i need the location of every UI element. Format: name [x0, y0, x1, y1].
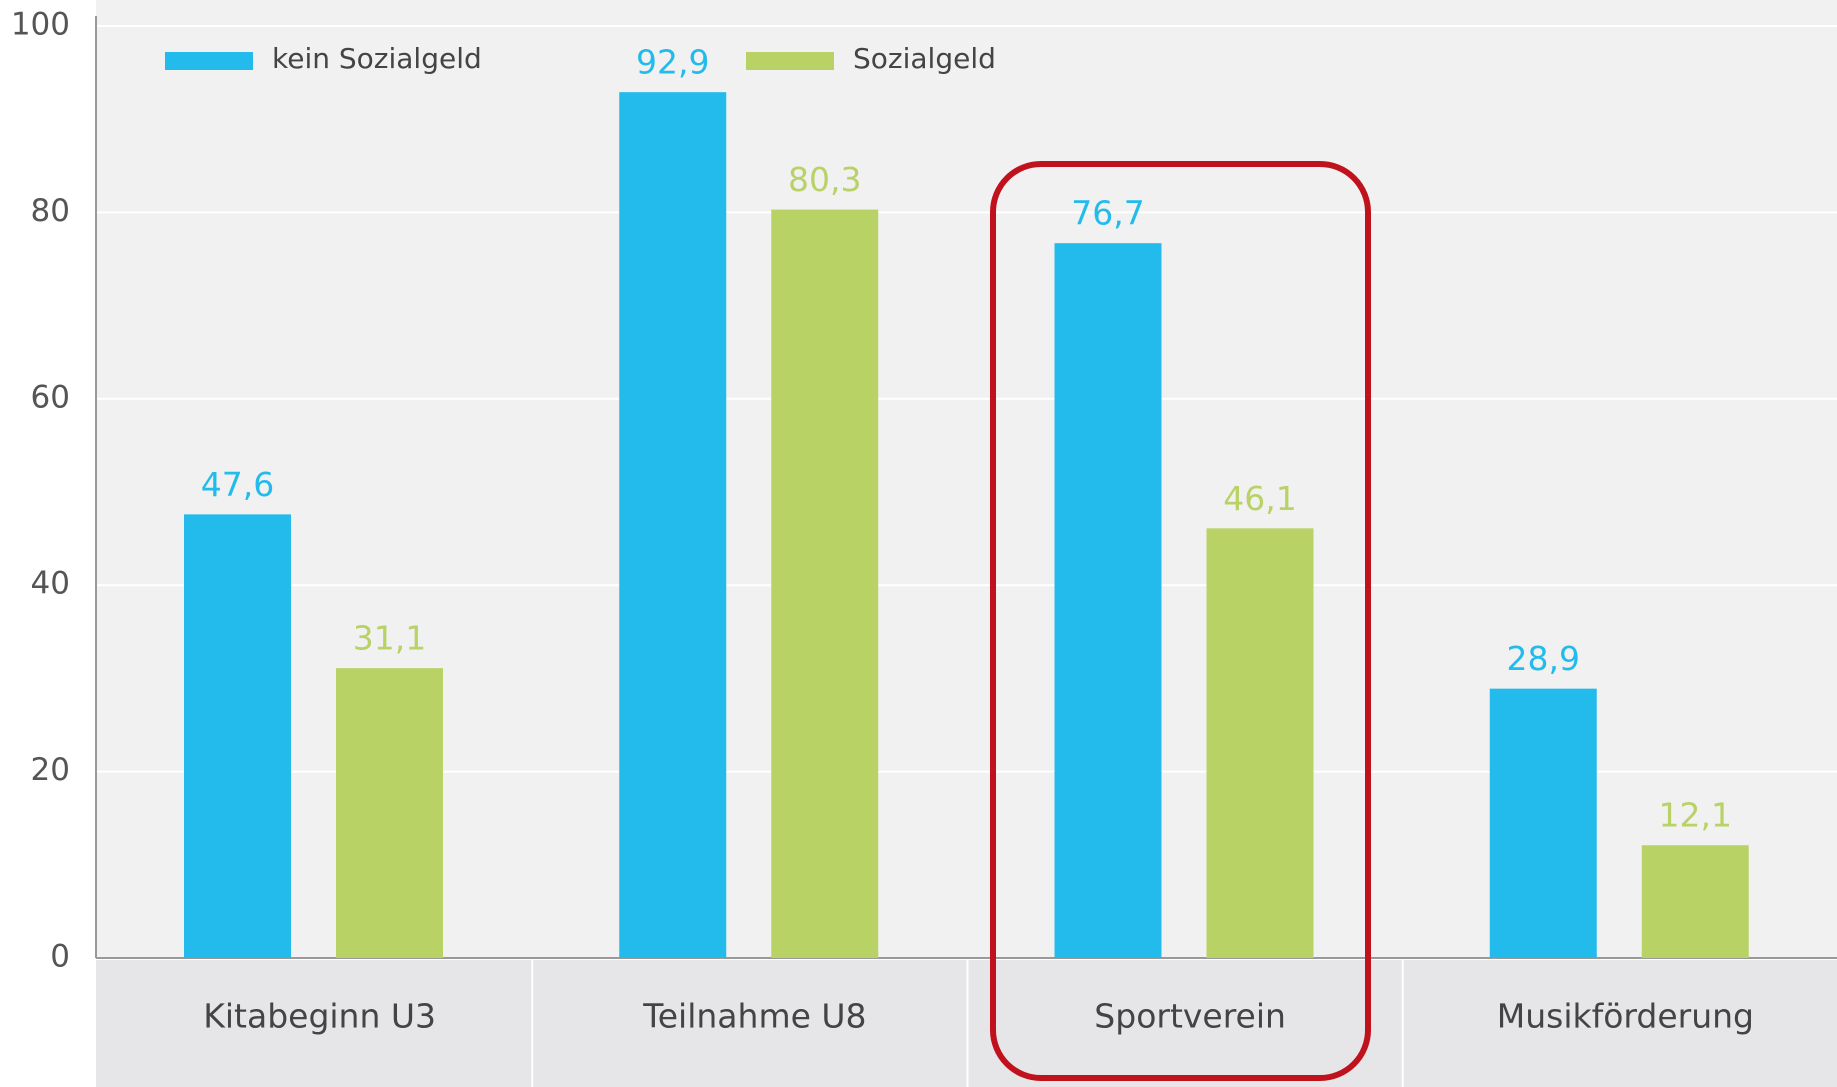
legend-swatch — [165, 52, 253, 70]
data-label: 12,1 — [1659, 796, 1732, 835]
y-tick-label: 80 — [31, 193, 70, 229]
highlight-box — [990, 161, 1371, 1081]
x-tick-label: Teilnahme U8 — [642, 997, 866, 1036]
legend-label: kein Sozialgeld — [272, 42, 482, 75]
x-tick-label: Kitabeginn U3 — [203, 997, 436, 1036]
category-box — [1403, 960, 1837, 1087]
legend-swatch — [746, 52, 834, 70]
category-box — [968, 960, 1402, 1087]
y-tick-label: 0 — [50, 939, 70, 975]
bar — [184, 514, 291, 958]
data-label: 46,1 — [1223, 479, 1296, 518]
x-tick-label: Sportverein — [1094, 997, 1286, 1036]
bar — [619, 92, 727, 958]
y-tick-label: 20 — [31, 752, 70, 788]
data-label: 31,1 — [353, 619, 426, 658]
y-tick-label: 60 — [31, 379, 70, 415]
legend-label: Sozialgeld — [853, 42, 996, 75]
data-label: 92,9 — [636, 43, 709, 82]
bar — [1206, 528, 1314, 958]
marks: Kitabeginn U3 47,6 31,1 Teilnahme U8 92,9 80,… — [96, 42, 1837, 1087]
data-label: 80,3 — [788, 160, 861, 199]
data-label: 28,9 — [1507, 639, 1580, 678]
category-box — [96, 960, 532, 1087]
x-tick-label: Musikförderung — [1497, 997, 1754, 1036]
bar — [771, 209, 879, 958]
bar — [1054, 243, 1162, 958]
data-label: 47,6 — [201, 465, 274, 504]
y-tick-label: 40 — [31, 566, 70, 602]
data-label: 76,7 — [1071, 194, 1144, 233]
bar — [336, 668, 443, 958]
y-tick-label: 100 — [11, 7, 70, 43]
bar — [1641, 845, 1749, 958]
category-box — [533, 960, 967, 1087]
bar — [1489, 688, 1597, 958]
